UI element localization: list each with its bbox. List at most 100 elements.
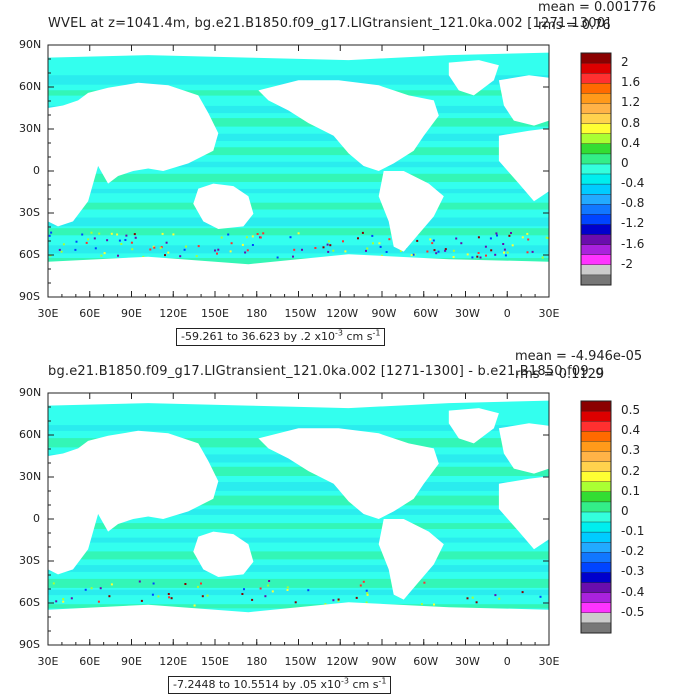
panel1-speckle bbox=[130, 241, 133, 244]
panel2-range-units: cm s bbox=[348, 678, 379, 691]
panel2-speckle bbox=[332, 599, 335, 602]
panel1-colorbar-swatch bbox=[580, 274, 612, 286]
panel1-speckle bbox=[433, 249, 436, 252]
panel2-speckle bbox=[294, 601, 297, 604]
panel1-colorbar-label: -1.6 bbox=[621, 236, 645, 251]
panel1-range-box: -59.261 to 36.623 by .2 x10-3 cm s-1 bbox=[176, 328, 386, 346]
panel1-speckle bbox=[431, 242, 434, 245]
panel2-colorbar-swatch bbox=[580, 491, 612, 503]
panel2-ocean-band bbox=[48, 551, 549, 560]
panel1-speckle bbox=[183, 248, 186, 251]
panel1-speckle bbox=[365, 249, 367, 252]
panel1-land-australia bbox=[193, 183, 254, 229]
panel1-speckle bbox=[179, 255, 182, 258]
panel1-lon-label: 120E bbox=[159, 307, 188, 320]
panel1-speckle bbox=[103, 252, 106, 255]
panel1-colorbar-swatch bbox=[580, 52, 612, 64]
panel2-ocean-band bbox=[48, 565, 549, 572]
panel2-colorbar-swatch bbox=[580, 451, 612, 462]
panel2-ocean-band bbox=[48, 495, 549, 506]
panel2-range-exp: -3 bbox=[340, 676, 349, 686]
panel1-speckle bbox=[118, 239, 121, 242]
panel1-lat-label: 0 bbox=[33, 164, 40, 177]
panel2-colorbar-label: 0.5 bbox=[621, 403, 641, 418]
panel2-lat-label: 30N bbox=[19, 470, 42, 483]
panel1-lon-label: 60W bbox=[413, 307, 439, 320]
panel1-speckle bbox=[93, 237, 96, 240]
panel2-colorbar-label: 0.1 bbox=[621, 483, 641, 498]
panel1-speckle bbox=[444, 248, 447, 251]
panel1-speckle bbox=[262, 232, 265, 235]
panel1-speckle bbox=[322, 246, 325, 249]
panel2-land-africaEast bbox=[498, 476, 549, 550]
panel1-speckle bbox=[521, 236, 524, 239]
panel2-ocean-band bbox=[48, 482, 549, 491]
panel1-ocean-band bbox=[48, 245, 549, 254]
panel1-land-greenland bbox=[448, 60, 499, 96]
panel2-speckle bbox=[200, 582, 202, 585]
panel2-colorbar-swatch bbox=[580, 602, 612, 614]
panel1-colorbar-swatch bbox=[580, 163, 612, 175]
panel2-colorbar-label: -0.4 bbox=[621, 584, 645, 599]
panel1-speckle bbox=[74, 248, 77, 251]
panel1-colorbar-swatch bbox=[580, 72, 612, 84]
panel1-speckle bbox=[410, 254, 413, 257]
panel1-colorbar-frame bbox=[580, 52, 612, 286]
panel2-speckle bbox=[337, 599, 340, 602]
panel1-speckle bbox=[506, 251, 509, 254]
panel1-speckle bbox=[116, 233, 119, 236]
panel1-speckle bbox=[259, 236, 262, 239]
panel1-speckle bbox=[412, 253, 415, 256]
panel1-lon-label: 30E bbox=[538, 307, 560, 320]
panel2-speckle bbox=[140, 599, 143, 602]
panel2-speckle bbox=[152, 582, 155, 585]
panel1-speckle bbox=[230, 242, 233, 245]
panel1-land-africaEast bbox=[498, 128, 549, 202]
panel1-speckle bbox=[452, 256, 455, 258]
panel2-lon-label: 90E bbox=[121, 655, 142, 668]
panel1-speckle bbox=[477, 252, 480, 254]
panel2-colorbar-swatch bbox=[580, 400, 612, 412]
panel2-speckle bbox=[324, 603, 327, 606]
panel1-speckle bbox=[489, 237, 492, 240]
panel2-speckle bbox=[259, 587, 262, 590]
panel2-mean: mean = -4.946e-05 bbox=[515, 349, 643, 364]
panel2-colorbar-label: 0 bbox=[621, 503, 629, 518]
panel1-speckle bbox=[332, 249, 335, 252]
panel1-speckle bbox=[477, 236, 480, 239]
panel2-colorbar-swatch bbox=[580, 441, 612, 452]
panel1-speckle bbox=[197, 245, 200, 248]
panel1-speckle bbox=[214, 249, 216, 252]
panel2-land-australia bbox=[193, 531, 254, 577]
panel2-lon-label: 150E bbox=[201, 655, 229, 668]
panel2-range-units-exp: -1 bbox=[378, 676, 387, 686]
panel1-speckle bbox=[490, 249, 493, 252]
panel1-speckle bbox=[164, 254, 166, 257]
panel2-speckle bbox=[99, 587, 102, 590]
panel1-speckle bbox=[502, 243, 505, 245]
panel1-speckle bbox=[541, 256, 544, 259]
panel1-colorbar-swatch bbox=[580, 123, 612, 135]
panel2-colorbar-swatch bbox=[580, 542, 612, 553]
panel1-ocean-band bbox=[48, 228, 549, 236]
panel1-speckle bbox=[301, 248, 303, 251]
panel1-range-exp: -3 bbox=[334, 328, 343, 338]
panel2-speckle bbox=[498, 597, 501, 600]
panel1-speckle bbox=[297, 232, 300, 235]
panel2-speckle bbox=[170, 597, 173, 600]
panel2-speckle bbox=[286, 586, 289, 589]
panel1-ocean-band bbox=[48, 133, 549, 141]
panel2-ocean-band bbox=[48, 604, 549, 609]
panel1-colorbar-swatch bbox=[580, 204, 612, 215]
panel1-speckle bbox=[165, 241, 168, 244]
panel2-speckle bbox=[420, 603, 423, 606]
panel2-ocean-band bbox=[48, 589, 549, 596]
panel1-speckle bbox=[124, 239, 127, 241]
panel1-speckle bbox=[371, 234, 374, 237]
panel2-colorbar-label: 0.2 bbox=[621, 463, 641, 478]
panel1-speckle bbox=[432, 239, 435, 242]
panel1-range-units: cm s bbox=[342, 330, 373, 343]
panel1-speckle bbox=[531, 250, 534, 253]
panel1-speckle bbox=[220, 236, 223, 239]
panel2-speckle bbox=[521, 591, 524, 594]
